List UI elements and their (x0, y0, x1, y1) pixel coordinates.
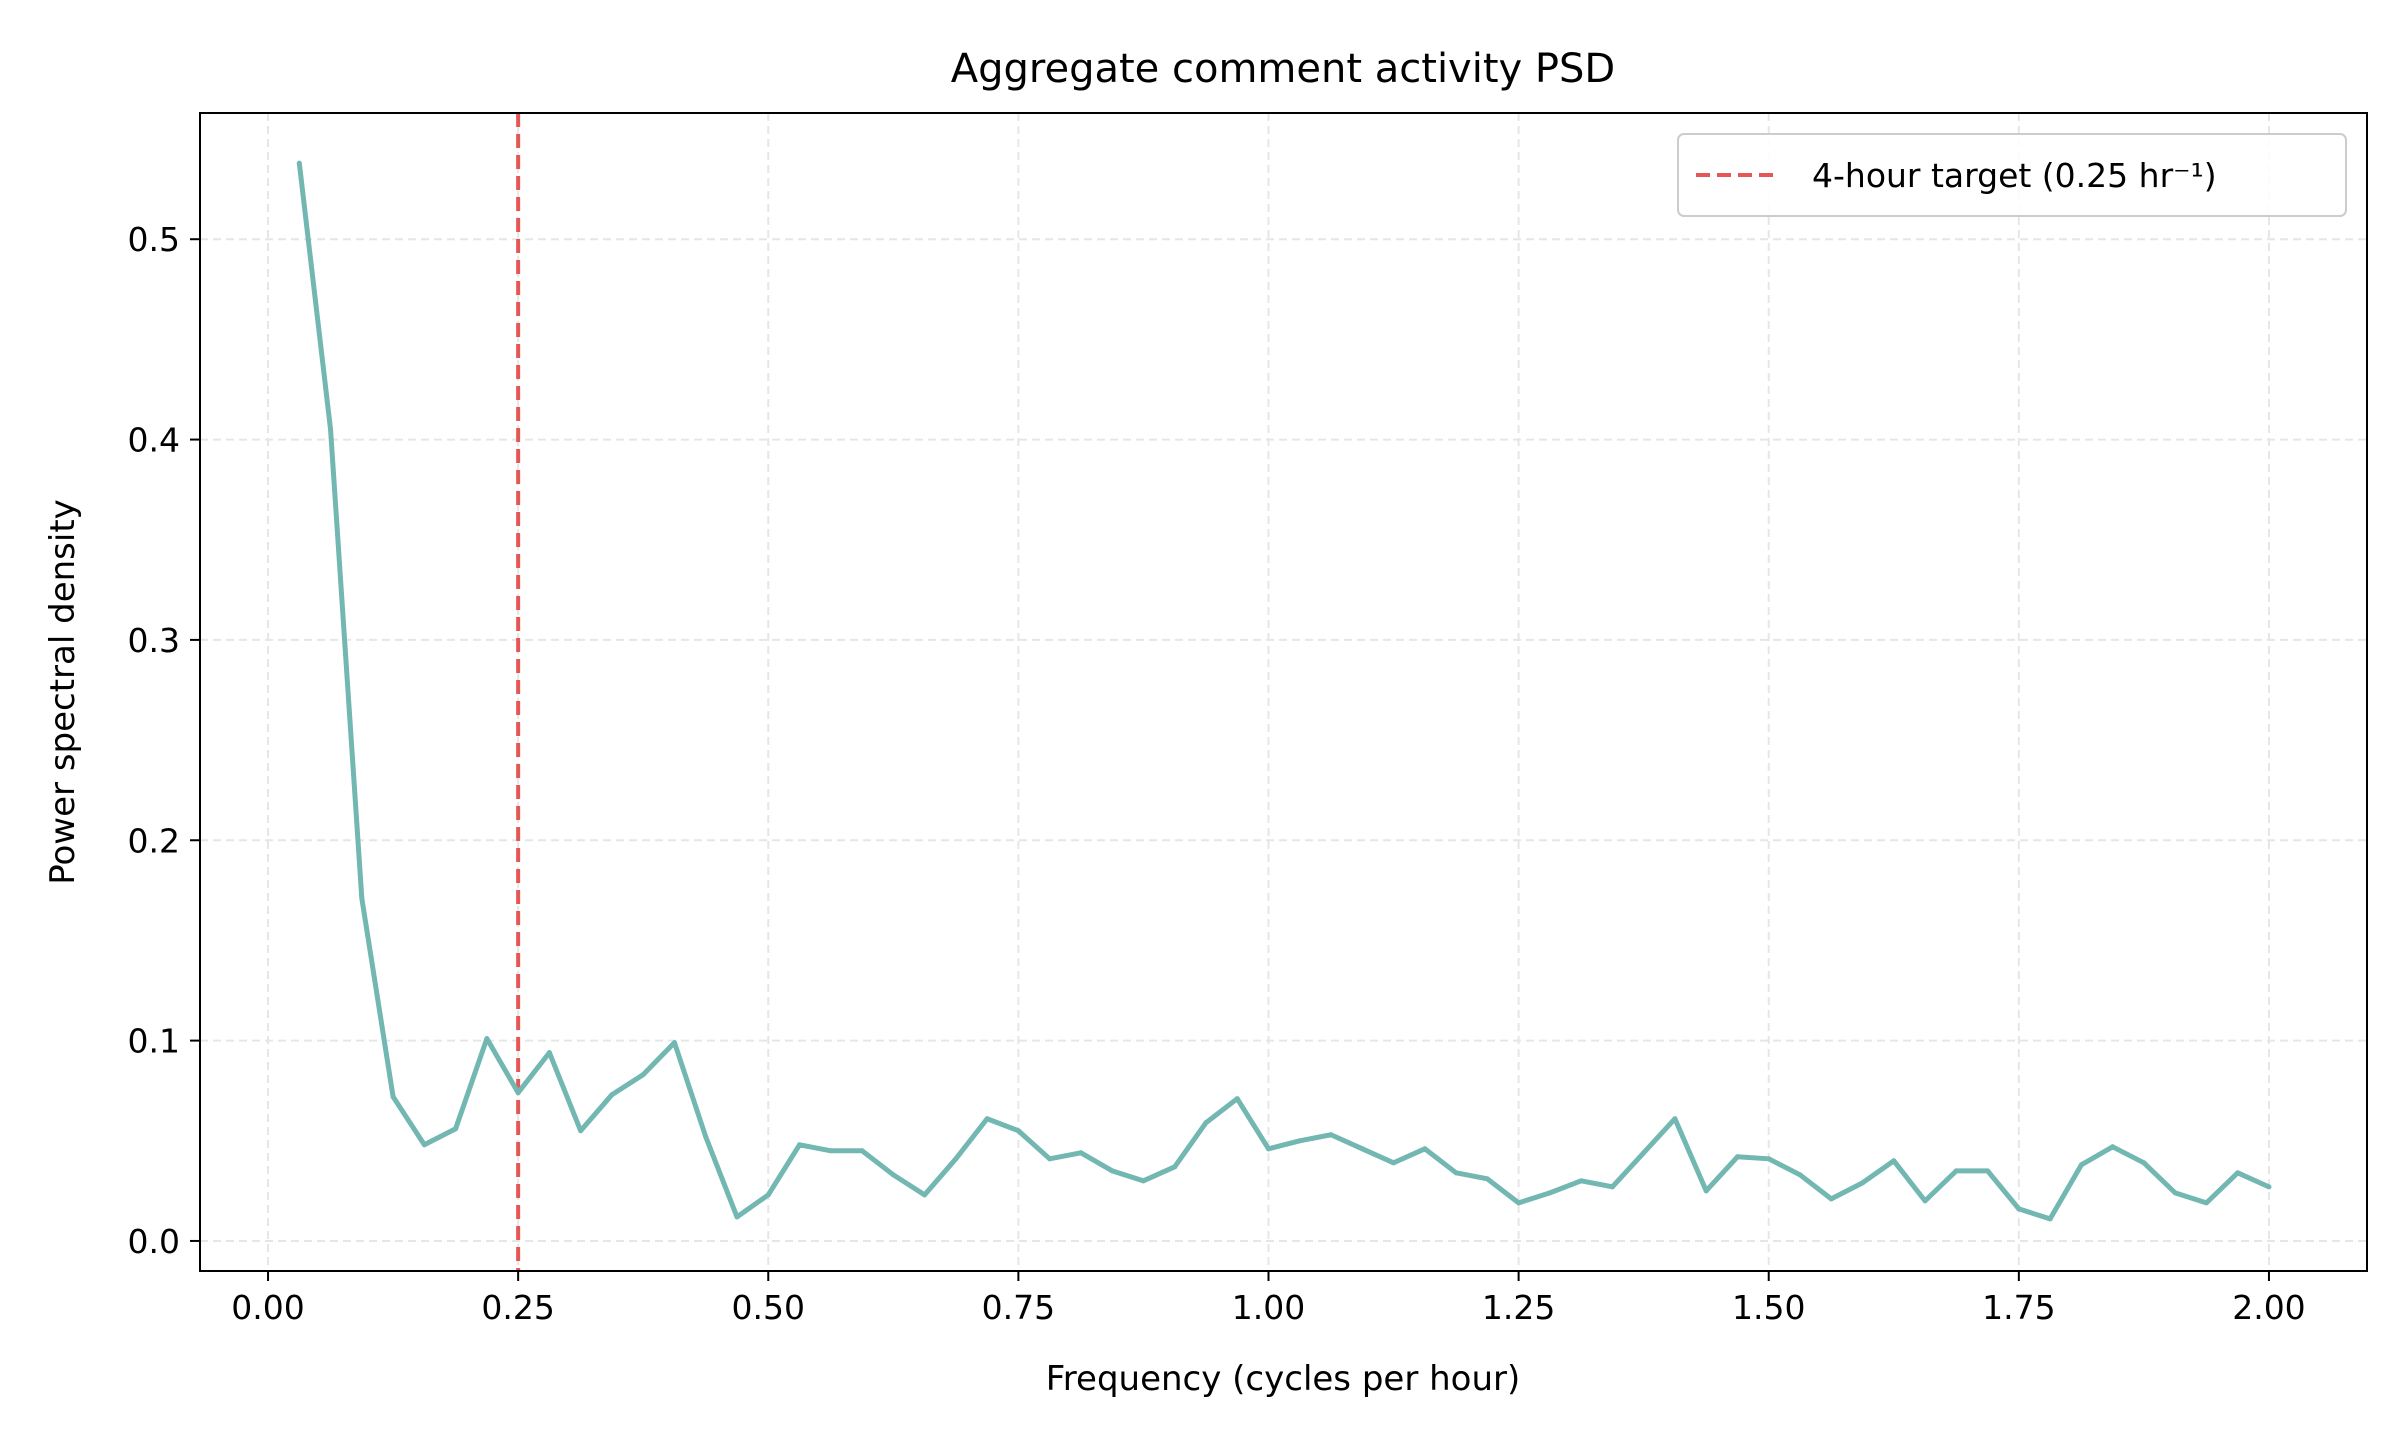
data-point-26 (1109, 1168, 1115, 1174)
y-tick-label-2: 0.2 (128, 821, 180, 860)
data-point-16 (797, 1142, 803, 1148)
data-point-40 (1547, 1190, 1553, 1196)
data-point-34 (1359, 1146, 1365, 1152)
data-point-44 (1672, 1116, 1678, 1122)
data-point-33 (1328, 1132, 1334, 1138)
data-point-22 (984, 1116, 990, 1122)
data-point-55 (2016, 1206, 2022, 1212)
data-point-48 (1797, 1172, 1803, 1178)
x-tick-label-6: 1.50 (1732, 1288, 1805, 1327)
data-point-60 (2172, 1190, 2178, 1196)
data-point-11 (640, 1072, 646, 1078)
data-point-42 (1609, 1184, 1615, 1190)
data-point-4 (421, 1142, 427, 1148)
data-point-3 (390, 1094, 396, 1100)
data-point-62 (2235, 1170, 2241, 1176)
x-tick-label-7: 1.75 (1982, 1288, 2055, 1327)
data-point-7 (515, 1090, 521, 1096)
legend: 4-hour target (0.25 hr⁻¹) (1677, 133, 2347, 217)
data-point-2 (359, 895, 365, 901)
data-point-20 (922, 1192, 928, 1198)
data-point-24 (1047, 1156, 1053, 1162)
data-point-35 (1391, 1160, 1397, 1166)
x-tick-label-8: 2.00 (2232, 1288, 2305, 1327)
legend-box (1677, 133, 2347, 217)
data-point-19 (890, 1172, 896, 1178)
data-point-53 (1953, 1168, 1959, 1174)
data-point-45 (1703, 1188, 1709, 1194)
data-point-36 (1422, 1146, 1428, 1152)
data-point-43 (1641, 1150, 1647, 1156)
x-axis-ticks: 0.00 0.25 0.50 0.75 1.00 1.25 1.50 1.75 2.00 (231, 1271, 2306, 1327)
data-point-41 (1578, 1178, 1584, 1184)
y-tick-label-4: 0.4 (128, 421, 180, 460)
data-point-57 (2078, 1162, 2084, 1168)
data-point-17 (828, 1148, 834, 1154)
data-point-58 (2110, 1144, 2116, 1150)
x-tick-label-0: 0.00 (231, 1288, 304, 1327)
data-point-38 (1484, 1176, 1490, 1182)
x-tick-label-1: 0.25 (481, 1288, 554, 1327)
plot-frame (199, 112, 2368, 1272)
x-axis-label: Frequency (cycles per hour) (1046, 1359, 1521, 1399)
data-point-52 (1922, 1198, 1928, 1204)
y-axis-ticks: 0.0 0.1 0.2 0.3 0.4 0.5 (128, 220, 200, 1261)
data-point-32 (1297, 1138, 1303, 1144)
data-point-18 (859, 1148, 865, 1154)
data-point-29 (1203, 1120, 1209, 1126)
y-tick-label-5: 0.5 (128, 220, 180, 259)
y-axis-label: Power spectral density (43, 499, 83, 885)
data-point-12 (671, 1040, 677, 1046)
data-point-37 (1453, 1170, 1459, 1176)
data-point-13 (703, 1134, 709, 1140)
grid-lines (200, 113, 2367, 1271)
data-point-25 (1078, 1150, 1084, 1156)
chart-title: Aggregate comment activity PSD (951, 46, 1615, 92)
data-point-49 (1828, 1196, 1834, 1202)
data-point-10 (609, 1092, 615, 1098)
x-tick-label-2: 0.50 (732, 1288, 805, 1327)
data-point-0 (296, 160, 302, 166)
y-tick-label-0: 0.0 (128, 1222, 180, 1261)
data-point-46 (1734, 1154, 1740, 1160)
x-tick-label-5: 1.25 (1482, 1288, 1555, 1327)
data-point-63 (2266, 1184, 2272, 1190)
data-point-50 (1860, 1180, 1866, 1186)
data-point-56 (2047, 1216, 2053, 1222)
data-point-54 (1985, 1168, 1991, 1174)
data-point-27 (1140, 1178, 1146, 1184)
data-point-5 (453, 1126, 459, 1132)
data-point-59 (2141, 1160, 2147, 1166)
y-tick-label-3: 0.3 (128, 621, 180, 660)
data-point-39 (1516, 1200, 1522, 1206)
series-line-0 (296, 162, 2270, 1222)
data-point-9 (578, 1128, 584, 1134)
series-group (296, 160, 2272, 1222)
data-point-23 (1015, 1128, 1021, 1134)
x-tick-label-4: 1.00 (1232, 1288, 1305, 1327)
data-point-28 (1172, 1164, 1178, 1170)
legend-label-reference-line: 4-hour target (0.25 hr⁻¹) (1812, 156, 2217, 195)
data-point-15 (765, 1192, 771, 1198)
data-point-47 (1766, 1156, 1772, 1162)
data-point-6 (484, 1036, 490, 1042)
y-tick-label-1: 0.1 (128, 1022, 180, 1061)
data-point-61 (2203, 1200, 2209, 1206)
data-point-30 (1234, 1096, 1240, 1102)
data-point-51 (1891, 1158, 1897, 1164)
data-point-8 (546, 1050, 552, 1056)
x-tick-label-3: 0.75 (982, 1288, 1055, 1327)
data-point-14 (734, 1214, 740, 1220)
data-point-1 (328, 427, 334, 433)
data-point-31 (1265, 1146, 1271, 1152)
data-point-21 (953, 1156, 959, 1162)
